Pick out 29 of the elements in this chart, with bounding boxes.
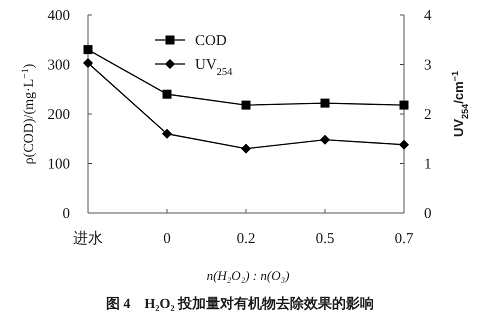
y2-tick-label: 2: [424, 107, 432, 123]
point: [320, 98, 330, 108]
y-tick-label: 300: [48, 58, 70, 74]
point: [399, 140, 409, 150]
point: [162, 128, 172, 139]
y2-tick-label: 4: [424, 8, 432, 24]
y-tick-label: 200: [48, 107, 70, 123]
x-tick-label: 0.2: [236, 231, 256, 247]
x-axis-title: n(H₂O₂) : n(O₃): [206, 268, 290, 283]
y-tick-label: 400: [48, 8, 70, 24]
x-tick-label: 进水: [73, 230, 103, 247]
y2-tick-label: 0: [424, 206, 432, 222]
y2-tick-label: 1: [424, 156, 432, 172]
y-tick-label: 0: [62, 206, 70, 222]
y-tick-label: 100: [48, 156, 70, 172]
x-tick-label: 0.5: [316, 231, 334, 247]
x-tick-label: 0: [163, 231, 171, 247]
point: [400, 100, 408, 110]
point: [84, 45, 92, 54]
point: [162, 90, 172, 99]
point: [83, 58, 93, 68]
point: [320, 134, 330, 145]
point: [242, 100, 250, 110]
legend-label: COD: [195, 33, 227, 49]
y2-tick-label: 3: [424, 58, 432, 74]
point: [241, 144, 251, 154]
text: 图 4 H₂O₂ 投加量对有机物去除效果的影响: [106, 296, 374, 312]
x-tick-label: 0.7: [394, 231, 414, 247]
legend-label: UV$_{254}$: [195, 57, 234, 78]
